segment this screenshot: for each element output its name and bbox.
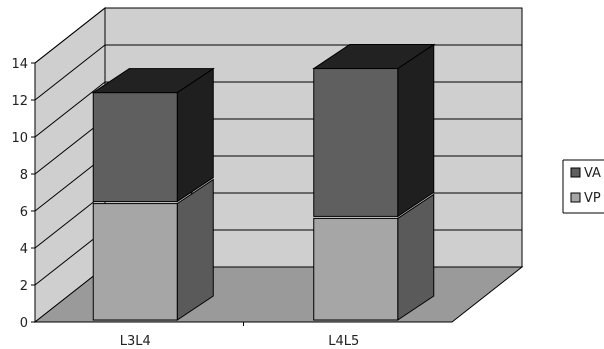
legend-swatch-VP (570, 192, 581, 203)
y-tick-label: 10 (11, 131, 28, 146)
y-tick-label: 12 (11, 94, 28, 109)
y-tick-label: 14 (11, 57, 28, 72)
legend-label-VA: VA (584, 166, 601, 181)
x-axis: L3L4 L4L5 (35, 321, 452, 349)
legend-swatch-VA (570, 167, 581, 178)
bars (91, 43, 436, 321)
gridline (34, 7, 522, 64)
y-tick-label: 2 (20, 279, 28, 294)
y-tick-label: 0 (20, 316, 28, 331)
y-tick-label: 6 (20, 205, 28, 220)
y-axis: 0 2 4 6 8 10 12 14 (11, 57, 36, 331)
bar-front-VA (313, 68, 399, 217)
bar-front-VP (92, 203, 178, 321)
x-tick-label: L3L4 (120, 334, 151, 349)
x-tick-label: L4L5 (328, 334, 359, 349)
bar-top (312, 44, 436, 70)
bar-front-VA (92, 92, 178, 203)
bar-side-VA (397, 43, 435, 218)
bar-top (91, 68, 215, 94)
legend: VA VP (562, 159, 604, 214)
legend-label-VP: VP (584, 191, 601, 206)
y-tick-label: 4 (20, 242, 28, 257)
bar-front-VP (313, 217, 399, 321)
y-tick-label: 8 (20, 168, 28, 183)
bar-side-VP (176, 178, 214, 321)
